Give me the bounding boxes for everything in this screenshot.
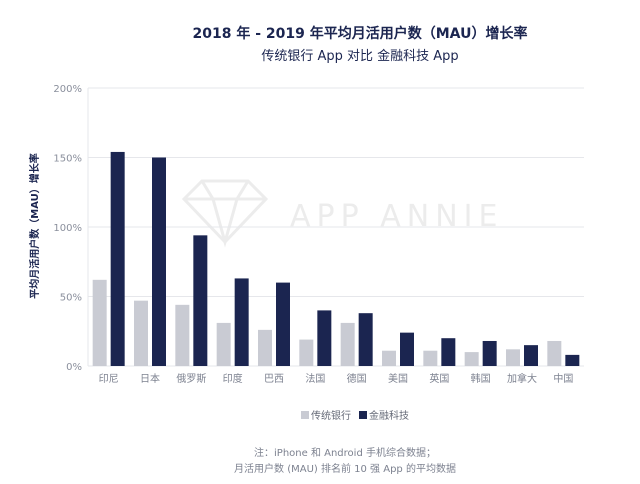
legend-label-traditional: 传统银行 bbox=[311, 409, 351, 422]
bar-fintech bbox=[358, 313, 373, 366]
bar-fintech bbox=[441, 338, 456, 366]
y-tick-label: 0% bbox=[66, 362, 82, 373]
category-label: 印度 bbox=[223, 372, 243, 385]
bar-fintech bbox=[317, 310, 332, 366]
bar-fintech bbox=[234, 278, 249, 366]
chart-title: 2018 年 - 2019 年平均月活用户数（MAU）增长率 bbox=[193, 25, 528, 42]
y-axis-label: 平均月活用户数（MAU）增长率 bbox=[28, 153, 41, 299]
bar-traditional bbox=[423, 350, 438, 366]
legend-swatch-fintech bbox=[359, 411, 367, 419]
watermark-text: APP ANNIE bbox=[290, 199, 503, 234]
bar-traditional bbox=[175, 304, 190, 366]
note-line-2: 月活用户数 (MAU) 排名前 10 强 App 的平均数据 bbox=[234, 462, 456, 475]
category-label: 美国 bbox=[388, 372, 408, 385]
category-label: 俄罗斯 bbox=[176, 372, 206, 385]
category-label: 日本 bbox=[140, 372, 160, 385]
y-tick-label: 50% bbox=[60, 293, 82, 304]
category-label: 加拿大 bbox=[507, 372, 537, 385]
bar-traditional bbox=[464, 352, 479, 366]
bar-traditional bbox=[299, 339, 314, 366]
bar-traditional bbox=[547, 340, 562, 366]
bar-traditional bbox=[258, 329, 272, 366]
watermark: APP ANNIE bbox=[181, 179, 503, 248]
bar-fintech bbox=[400, 332, 414, 366]
bar-traditional bbox=[382, 350, 396, 366]
legend: 传统银行 金融科技 bbox=[301, 409, 409, 422]
category-label: 韩国 bbox=[471, 372, 491, 385]
legend-label-fintech: 金融科技 bbox=[369, 409, 409, 422]
note-line-1: 注：iPhone 和 Android 手机综合数据； bbox=[254, 446, 436, 459]
bar-fintech bbox=[482, 340, 497, 366]
category-label: 印尼 bbox=[99, 373, 119, 385]
y-tick-label: 200% bbox=[53, 84, 82, 95]
bars bbox=[92, 151, 580, 366]
category-label: 英国 bbox=[429, 372, 449, 385]
bar-fintech bbox=[193, 235, 208, 366]
bar-fintech bbox=[152, 157, 166, 366]
bar-fintech bbox=[524, 345, 538, 366]
bar-traditional bbox=[506, 349, 520, 366]
bar-traditional bbox=[340, 322, 355, 366]
category-label: 中国 bbox=[553, 372, 573, 385]
bar-fintech bbox=[565, 354, 580, 366]
bar-fintech bbox=[276, 282, 290, 366]
chart-subtitle: 传统银行 App 对比 金融科技 App bbox=[261, 48, 458, 64]
y-tick-label: 100% bbox=[53, 223, 82, 234]
y-tick-label: 150% bbox=[53, 154, 82, 165]
category-labels: 印尼 日本 俄罗斯 印度 巴西 法国 德国 美国 英国 韩国 加拿大 中国 bbox=[99, 372, 574, 385]
bar-traditional bbox=[92, 279, 107, 366]
bar-traditional bbox=[134, 300, 148, 366]
legend-swatch-traditional bbox=[301, 411, 309, 419]
gridlines bbox=[87, 87, 584, 367]
bar-traditional bbox=[216, 322, 231, 366]
bar-fintech bbox=[110, 151, 125, 366]
category-label: 法国 bbox=[305, 372, 325, 385]
y-tick-labels: 0% 50% 100% 150% 200% bbox=[53, 84, 82, 373]
category-label: 德国 bbox=[347, 372, 367, 385]
category-label: 巴西 bbox=[264, 373, 284, 385]
diamond-logo-icon bbox=[181, 179, 269, 248]
